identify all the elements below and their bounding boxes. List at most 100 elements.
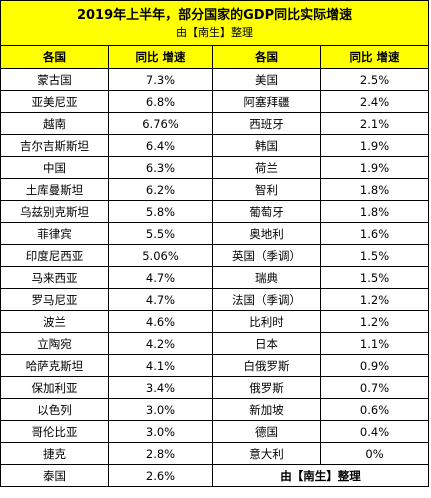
growth-cell: 5.8% (108, 200, 213, 223)
header-country-right: 各国 (212, 45, 321, 69)
table-row: 印度尼西亚 5.06% 英国（季调） 1.5% (0, 244, 430, 267)
country-cell: 保加利亚 (0, 376, 109, 399)
table-row: 菲律宾 5.5% 奥地利 1.6% (0, 222, 430, 245)
table-row: 越南 6.76% 西班牙 2.1% (0, 112, 430, 135)
table-row: 立陶宛 4.2% 日本 1.1% (0, 332, 430, 355)
country-cell: 瑞典 (212, 266, 321, 289)
country-cell: 中国 (0, 156, 109, 179)
country-cell: 罗马尼亚 (0, 288, 109, 311)
table-row: 蒙古国 7.3% 美国 2.5% (0, 68, 430, 91)
country-cell: 以色列 (0, 398, 109, 421)
compiler-note: 由【南生】整理 (211, 464, 430, 487)
country-cell: 泰国 (0, 464, 109, 487)
growth-cell: 2.6% (108, 464, 213, 487)
country-cell: 韩国 (212, 134, 321, 157)
table-row-last: 泰国 2.6% 由【南生】整理 (0, 464, 430, 487)
header-growth-right: 同比 增速 (319, 45, 430, 69)
header-growth-left: 同比 增速 (108, 45, 213, 69)
growth-cell: 0% (319, 442, 430, 465)
table-row: 以色列 3.0% 新加坡 0.6% (0, 398, 430, 421)
country-cell: 土库曼斯坦 (0, 178, 109, 201)
country-cell: 美国 (212, 68, 321, 91)
growth-cell: 6.4% (108, 134, 213, 157)
growth-cell: 4.2% (108, 332, 213, 355)
table-row: 波兰 4.6% 比利时 1.2% (0, 310, 430, 333)
growth-cell: 2.5% (319, 68, 430, 91)
country-cell: 葡萄牙 (212, 200, 321, 223)
growth-cell: 1.8% (319, 200, 430, 223)
country-cell: 奥地利 (212, 222, 321, 245)
country-cell: 阿塞拜疆 (212, 90, 321, 113)
growth-cell: 0.7% (319, 376, 430, 399)
table-row: 哈萨克斯坦 4.1% 白俄罗斯 0.9% (0, 354, 430, 377)
growth-cell: 3.4% (108, 376, 213, 399)
country-cell: 德国 (212, 420, 321, 443)
growth-cell: 1.9% (319, 134, 430, 157)
country-cell: 法国（季调） (212, 288, 321, 311)
growth-cell: 1.5% (319, 266, 430, 289)
gdp-growth-table: 2019年上半年，部分国家的GDP同比实际增速 由【南生】整理 各国 同比 增速… (0, 0, 430, 487)
table-row: 吉尔吉斯斯坦 6.4% 韩国 1.9% (0, 134, 430, 157)
country-cell: 荷兰 (212, 156, 321, 179)
country-cell: 意大利 (212, 442, 321, 465)
growth-cell: 5.06% (108, 244, 213, 267)
growth-cell: 3.0% (108, 420, 213, 443)
country-cell: 白俄罗斯 (212, 354, 321, 377)
table-row: 罗马尼亚 4.7% 法国（季调） 1.2% (0, 288, 430, 311)
country-cell: 印度尼西亚 (0, 244, 109, 267)
country-cell: 英国（季调） (212, 244, 321, 267)
growth-cell: 4.1% (108, 354, 213, 377)
country-cell: 捷克 (0, 442, 109, 465)
country-cell: 波兰 (0, 310, 109, 333)
growth-cell: 2.4% (319, 90, 430, 113)
growth-cell: 1.2% (319, 310, 430, 333)
country-cell: 智利 (212, 178, 321, 201)
table-row: 土库曼斯坦 6.2% 智利 1.8% (0, 178, 430, 201)
growth-cell: 6.8% (108, 90, 213, 113)
header-row: 各国 同比 增速 各国 同比 增速 (0, 45, 430, 69)
table-row: 哥伦比亚 3.0% 德国 0.4% (0, 420, 430, 443)
country-cell: 比利时 (212, 310, 321, 333)
country-cell: 立陶宛 (0, 332, 109, 355)
table-title-cell: 2019年上半年，部分国家的GDP同比实际增速 由【南生】整理 (0, 0, 430, 46)
growth-cell: 1.1% (319, 332, 430, 355)
table-title: 2019年上半年，部分国家的GDP同比实际增速 (76, 7, 353, 23)
table-row: 乌兹别克斯坦 5.8% 葡萄牙 1.8% (0, 200, 430, 223)
header-country-left: 各国 (0, 45, 109, 69)
growth-cell: 5.5% (108, 222, 213, 245)
table-row: 保加利亚 3.4% 俄罗斯 0.7% (0, 376, 430, 399)
country-cell: 蒙古国 (0, 68, 109, 91)
growth-cell: 4.7% (108, 288, 213, 311)
table-row: 中国 6.3% 荷兰 1.9% (0, 156, 430, 179)
growth-cell: 4.6% (108, 310, 213, 333)
growth-cell: 0.9% (319, 354, 430, 377)
growth-cell: 1.6% (319, 222, 430, 245)
growth-cell: 2.8% (108, 442, 213, 465)
table-row: 捷克 2.8% 意大利 0% (0, 442, 430, 465)
growth-cell: 1.8% (319, 178, 430, 201)
growth-cell: 6.76% (108, 112, 213, 135)
growth-cell: 0.4% (319, 420, 430, 443)
table-row: 马来西亚 4.7% 瑞典 1.5% (0, 266, 430, 289)
country-cell: 新加坡 (212, 398, 321, 421)
country-cell: 吉尔吉斯斯坦 (0, 134, 109, 157)
growth-cell: 6.2% (108, 178, 213, 201)
country-cell: 乌兹别克斯坦 (0, 200, 109, 223)
growth-cell: 6.3% (108, 156, 213, 179)
growth-cell: 1.2% (319, 288, 430, 311)
growth-cell: 0.6% (319, 398, 430, 421)
growth-cell: 7.3% (108, 68, 213, 91)
table-subtitle: 由【南生】整理 (176, 25, 254, 39)
country-cell: 亚美尼亚 (0, 90, 109, 113)
country-cell: 越南 (0, 112, 109, 135)
growth-cell: 3.0% (108, 398, 213, 421)
growth-cell: 1.5% (319, 244, 430, 267)
table-row: 亚美尼亚 6.8% 阿塞拜疆 2.4% (0, 90, 430, 113)
country-cell: 日本 (212, 332, 321, 355)
country-cell: 西班牙 (212, 112, 321, 135)
country-cell: 哈萨克斯坦 (0, 354, 109, 377)
growth-cell: 2.1% (319, 112, 430, 135)
country-cell: 俄罗斯 (212, 376, 321, 399)
growth-cell: 4.7% (108, 266, 213, 289)
growth-cell: 1.9% (319, 156, 430, 179)
